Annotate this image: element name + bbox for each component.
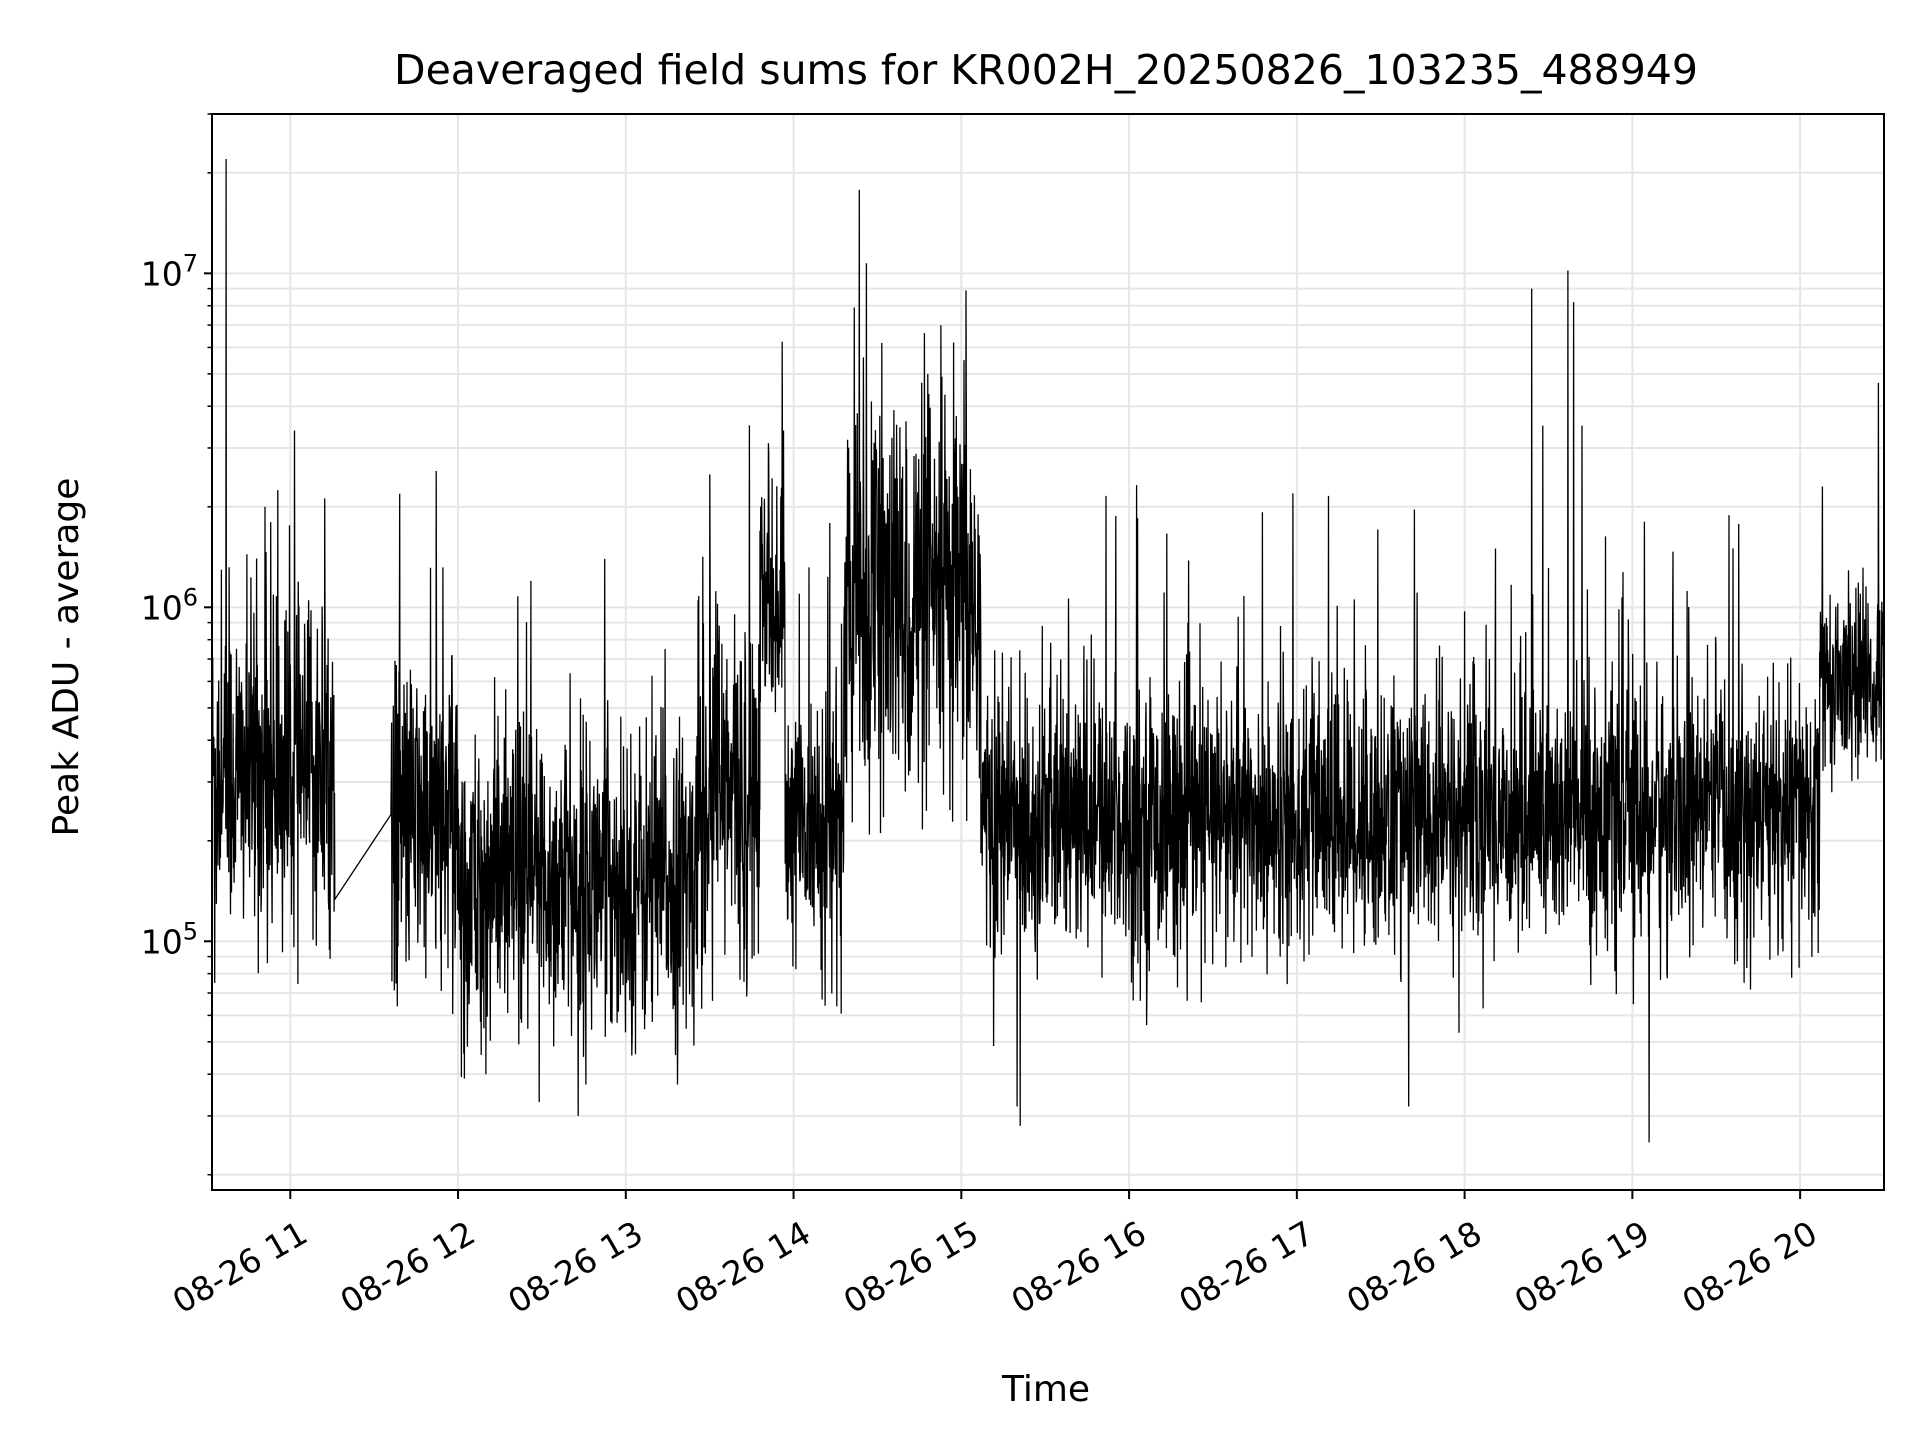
y-tick-label: 105 [141, 917, 198, 961]
y-tick-label: 107 [141, 249, 198, 293]
y-tick-label-exponent: 6 [183, 583, 198, 611]
y-tick-label-base: 10 [141, 254, 183, 293]
chart-title: Deaveraged field sums for KR002H_2025082… [394, 46, 1698, 94]
x-axis-title: Time [1001, 1369, 1090, 1410]
y-axis-title: Peak ADU - average [46, 478, 87, 837]
y-tick-label-exponent: 7 [183, 249, 198, 277]
y-tick-label-exponent: 5 [183, 917, 198, 945]
y-tick-label-base: 10 [141, 588, 183, 627]
plot-data [212, 158, 1884, 1143]
plot-frame [211, 113, 1885, 1191]
series-line [212, 158, 1884, 1143]
y-tick-label-base: 10 [141, 922, 183, 961]
y-tick-label: 106 [141, 583, 198, 627]
